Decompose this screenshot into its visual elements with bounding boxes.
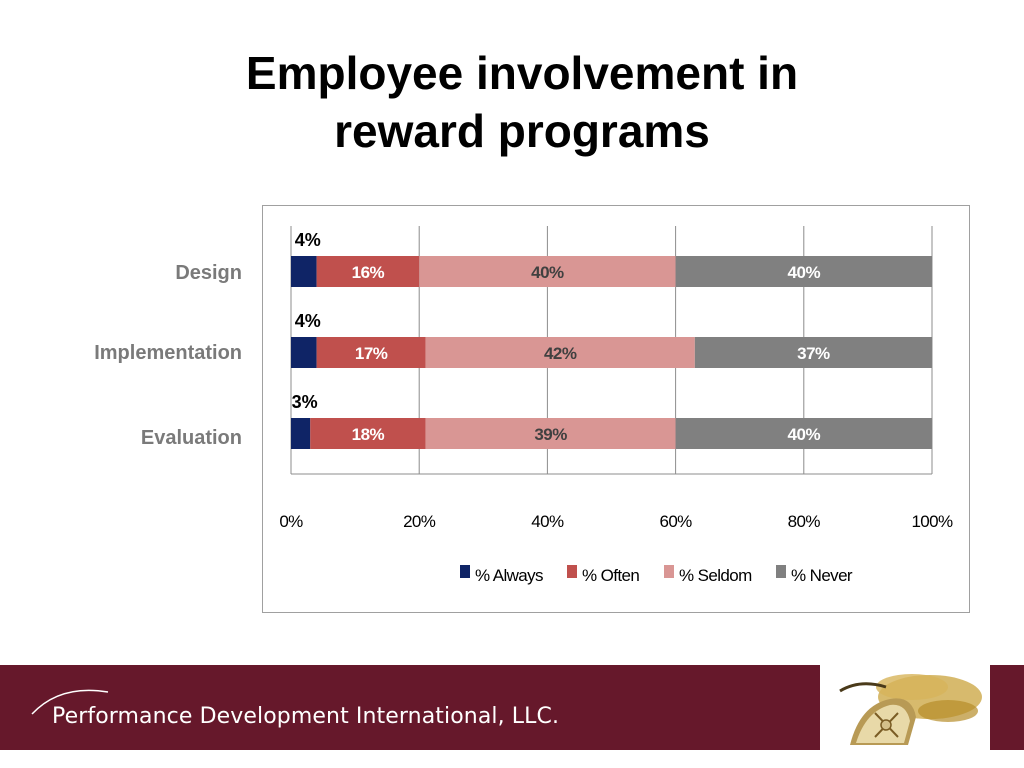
legend-swatch: [664, 565, 674, 578]
legend-label: % Seldom: [679, 566, 752, 585]
category-label: Design: [175, 262, 242, 284]
bar-segment: [291, 418, 311, 449]
data-label: 18%: [352, 425, 385, 444]
bar-segment: [425, 337, 695, 368]
bar-segment: [291, 256, 317, 287]
bar-segment: [291, 337, 317, 368]
bar-segment: [425, 418, 676, 449]
data-label: 40%: [788, 425, 821, 444]
data-label: 4%: [295, 230, 321, 250]
title-line-1: Employee involvement in: [245, 47, 799, 99]
bottom-rule: [0, 750, 1024, 768]
x-tick-label: 100%: [911, 512, 953, 531]
data-label: 42%: [544, 344, 577, 363]
data-label: 39%: [534, 425, 567, 444]
legend-label: % Never: [791, 566, 853, 585]
bar-segment: [694, 337, 932, 368]
legend-swatch: [460, 565, 470, 578]
legend-label: % Always: [475, 566, 543, 585]
data-label: 17%: [355, 344, 388, 363]
company-logo: [820, 665, 990, 750]
footer-company-name: Performance Development International, L…: [52, 704, 560, 729]
x-tick-label: 0%: [279, 512, 303, 531]
chart-area: 4% 16% 40% 40% 4% 17% 42% 37% 3% 18% 39% 40% 0% 20% 40…: [262, 205, 970, 613]
data-label: 16%: [352, 263, 385, 282]
data-label: 40%: [788, 263, 821, 282]
data-label: 40%: [531, 263, 564, 282]
x-tick-label: 20%: [403, 512, 436, 531]
category-label: Evaluation: [140, 427, 242, 449]
data-label: 4%: [295, 311, 321, 331]
compass-logo-icon: [839, 674, 982, 745]
bar-segment: [675, 418, 932, 449]
data-label: 37%: [797, 344, 830, 363]
x-tick-label: 80%: [788, 512, 821, 531]
legend-label: % Often: [582, 566, 639, 585]
x-tick-label: 60%: [659, 512, 692, 531]
bar-segment: [310, 418, 426, 449]
category-label: Implementation: [94, 342, 242, 364]
bar-segment: [316, 256, 420, 287]
stacked-bar-chart: 4% 16% 40% 40% 4% 17% 42% 37% 3% 18% 39% 40% 0% 20% 40…: [279, 226, 954, 585]
bar-segment: [316, 337, 426, 368]
data-label: 3%: [292, 392, 318, 412]
slide-title: Employee involvement in reward programs: [112, 44, 932, 160]
legend-swatch: [776, 565, 786, 578]
x-tick-label: 40%: [531, 512, 564, 531]
legend-swatch: [567, 565, 577, 578]
swoosh-icon: [31, 689, 109, 715]
title-line-2: reward programs: [334, 105, 710, 157]
bar-segment: [419, 256, 676, 287]
bar-segment: [675, 256, 932, 287]
